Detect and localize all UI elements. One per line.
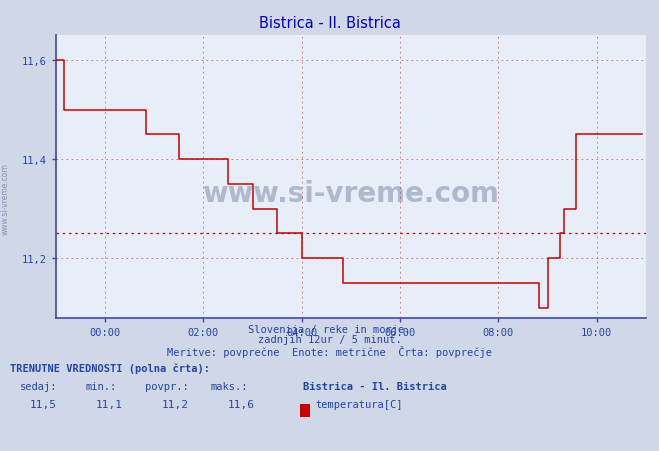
Text: 11,6: 11,6 [227, 399, 254, 409]
Text: povpr.:: povpr.: [145, 381, 188, 391]
Text: maks.:: maks.: [211, 381, 248, 391]
Text: temperatura[C]: temperatura[C] [315, 399, 403, 409]
Text: zadnjih 12ur / 5 minut.: zadnjih 12ur / 5 minut. [258, 335, 401, 345]
Text: sedaj:: sedaj: [20, 381, 57, 391]
Text: 11,2: 11,2 [161, 399, 188, 409]
Text: www.si-vreme.com: www.si-vreme.com [202, 180, 500, 208]
Text: 11,5: 11,5 [30, 399, 57, 409]
Text: www.si-vreme.com: www.si-vreme.com [1, 162, 10, 235]
Text: 11,1: 11,1 [96, 399, 123, 409]
Text: Meritve: povprečne  Enote: metrične  Črta: povprečje: Meritve: povprečne Enote: metrične Črta:… [167, 345, 492, 358]
Text: Bistrica - Il. Bistrica: Bistrica - Il. Bistrica [303, 381, 447, 391]
Text: Slovenija / reke in morje.: Slovenija / reke in morje. [248, 324, 411, 334]
Text: Bistrica - Il. Bistrica: Bistrica - Il. Bistrica [258, 16, 401, 31]
Text: TRENUTNE VREDNOSTI (polna črta):: TRENUTNE VREDNOSTI (polna črta): [10, 363, 210, 373]
Text: min.:: min.: [86, 381, 117, 391]
